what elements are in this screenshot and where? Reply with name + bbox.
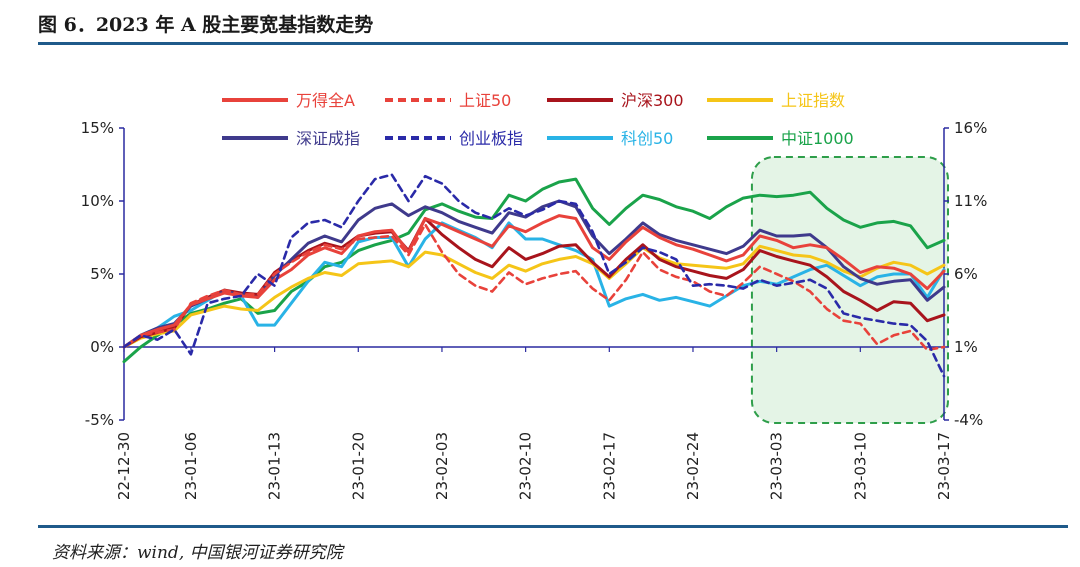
- right-tick-label: 6%: [954, 265, 978, 283]
- right-tick-label: -4%: [954, 411, 983, 429]
- x-tick-label: 23-01-20: [349, 432, 367, 500]
- legend-label-科创50: 科创50: [621, 129, 673, 148]
- left-tick-label: -5%: [85, 411, 114, 429]
- series-line-上证指数: [122, 244, 946, 349]
- x-tick-label: 23-01-13: [266, 432, 284, 500]
- legend-label-万得全A: 万得全A: [296, 91, 355, 110]
- series-line-创业板指: [122, 173, 946, 378]
- legend-label-上证50: 上证50: [459, 91, 511, 110]
- left-tick-label: 15%: [81, 119, 114, 137]
- x-tick-label: 22-12-30: [115, 432, 133, 500]
- series-line-万得全A: [122, 214, 946, 349]
- legend-label-沪深300: 沪深300: [621, 91, 684, 110]
- x-tick-label: 23-01-06: [182, 432, 200, 500]
- left-tick-label: 0%: [90, 338, 114, 356]
- source-note: 资料来源：wind, 中国银河证券研究院: [52, 543, 343, 563]
- x-tick-label: 23-02-10: [517, 432, 535, 500]
- left-tick-label: 10%: [81, 192, 114, 210]
- right-tick-label: 11%: [954, 192, 987, 210]
- legend-label-上证指数: 上证指数: [781, 91, 845, 110]
- x-tick-label: 23-02-24: [684, 432, 702, 500]
- top-rule: [38, 42, 1068, 45]
- legend-label-中证1000: 中证1000: [781, 129, 854, 148]
- series-line-科创50: [122, 221, 946, 349]
- right-tick-label: 1%: [954, 338, 978, 356]
- left-tick-label: 5%: [90, 265, 114, 283]
- bottom-rule: [38, 525, 1068, 528]
- legend-label-创业板指: 创业板指: [459, 129, 523, 148]
- figure-title: 图 6．2023 年 A 股主要宽基指数走势: [38, 14, 374, 36]
- x-tick-label: 23-03-10: [851, 432, 869, 500]
- x-tick-label: 23-03-17: [935, 432, 953, 500]
- series-line-上证50: [122, 223, 946, 352]
- x-tick-label: 23-02-03: [433, 432, 451, 500]
- legend-label-深证成指: 深证成指: [296, 129, 360, 148]
- x-tick-label: 23-03-03: [768, 432, 786, 500]
- right-tick-label: 16%: [954, 119, 987, 137]
- x-tick-label: 23-02-17: [600, 432, 618, 500]
- series-line-中证1000: [122, 177, 946, 364]
